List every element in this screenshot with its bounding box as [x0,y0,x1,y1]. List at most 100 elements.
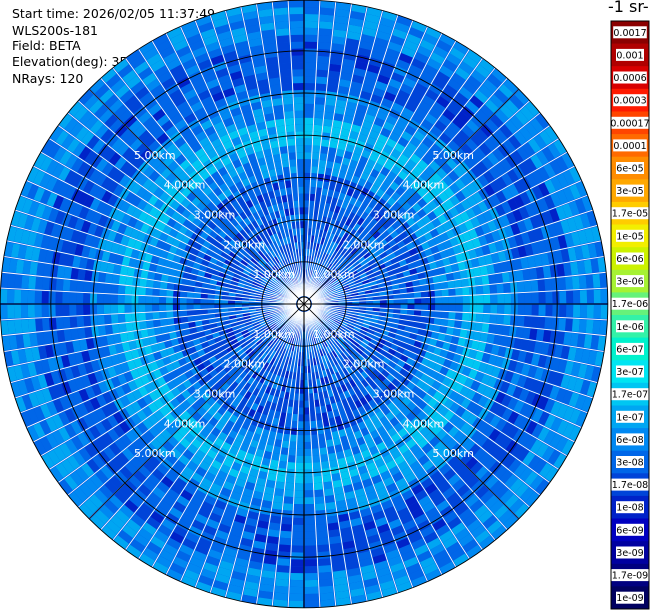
ppi-gate [373,304,380,308]
ppi-gate [282,433,290,442]
ppi-gate [398,319,407,326]
ppi-gate [483,424,495,438]
ppi-gate [309,263,313,271]
ppi-gate [430,353,440,363]
ppi-gate [348,574,362,584]
ppi-gate [363,320,371,326]
ppi-gate [326,439,334,448]
ppi-gate [344,172,354,182]
ppi-gate [357,551,372,561]
ppi-gate [186,304,194,310]
ppi-gate [420,316,428,324]
ppi-gate [453,165,465,178]
ppi-gate [447,140,460,153]
ppi-gate [330,278,338,284]
ppi-gate [245,517,258,527]
ppi-gate [318,266,323,274]
ppi-gate [321,460,330,469]
ppi-gate [427,360,437,370]
ppi-gate [334,394,341,403]
ppi-gate [34,304,42,318]
ppi-gate [440,505,454,518]
ppi-gate [365,376,374,385]
ppi-gate [270,402,277,411]
ppi-gate [414,229,424,238]
ppi-gate [314,271,318,279]
ppi-gate [304,20,318,29]
ppi-gate [448,312,456,320]
ppi-gate [406,287,414,293]
ppi-gate [476,161,488,174]
ppi-gate [304,559,317,567]
ppi-gate [275,578,289,587]
ppi-gate [304,497,314,505]
ppi-gate [413,259,423,268]
ppi-gate [352,340,360,348]
ppi-gate [266,415,274,424]
ppi-gate [466,475,480,489]
ppi-gate [489,401,501,414]
ppi-gate [443,468,456,481]
ppi-gate [501,408,513,421]
ppi-gate [345,348,353,356]
ppi-gate [394,501,407,512]
ppi-gate [290,573,304,581]
ppi-gate [309,330,313,338]
ppi-gate [228,304,235,308]
ppi-gate [296,372,301,380]
ppi-gate [323,238,329,246]
ppi-gate [547,449,561,465]
ppi-gate [279,390,286,399]
ppi-gate [490,480,504,494]
ray-separator [308,57,483,298]
ppi-gate [432,275,441,284]
ppi-gate [429,228,440,238]
ppi-gate [396,346,405,354]
ppi-gate [550,401,562,416]
ppi-gate [341,65,354,75]
ppi-gate [372,292,380,297]
ppi-gate [376,567,391,578]
ppi-gate [520,339,529,351]
ppi-gate [289,600,304,608]
ppi-gate [321,139,330,148]
ppi-gate [363,402,372,412]
ppi-gate [323,362,329,370]
ppi-gate [361,149,371,159]
ppi-gate [372,311,380,316]
ppi-gate [421,119,434,131]
ppi-gate [353,223,361,232]
ppi-gate [338,277,346,284]
ppi-gate [461,470,475,484]
ppi-gate [360,248,369,256]
ppi-gate [300,359,304,367]
ppi-gate [343,350,350,358]
ppi-gate [208,549,223,560]
ppi-gate [569,408,581,424]
ppi-gate [170,562,186,575]
ppi-gate [304,435,311,443]
ppi-gate [379,304,387,309]
ppi-gate [352,260,360,268]
ppi-gate [458,223,468,234]
ppi-gate [379,580,395,591]
ppi-gate [362,338,370,346]
ppi-gate [393,235,403,244]
ppi-gate [304,186,310,194]
ppi-gate [578,275,587,289]
ppi-gate [146,541,162,555]
ppi-gate [364,113,376,124]
ppi-gate [397,507,410,519]
ppi-gate [172,304,180,311]
ppi-gate [372,368,381,377]
ppi-gate [347,265,355,272]
ppi-gate [292,413,298,422]
ppi-gate [314,104,325,112]
ppi-gate [462,312,470,321]
ppi-gate [369,322,378,328]
ppi-gate [399,245,409,254]
ppi-gate [295,476,304,484]
ray-separator [307,48,470,298]
ppi-gate [261,428,270,438]
ppi-gate [321,341,326,349]
